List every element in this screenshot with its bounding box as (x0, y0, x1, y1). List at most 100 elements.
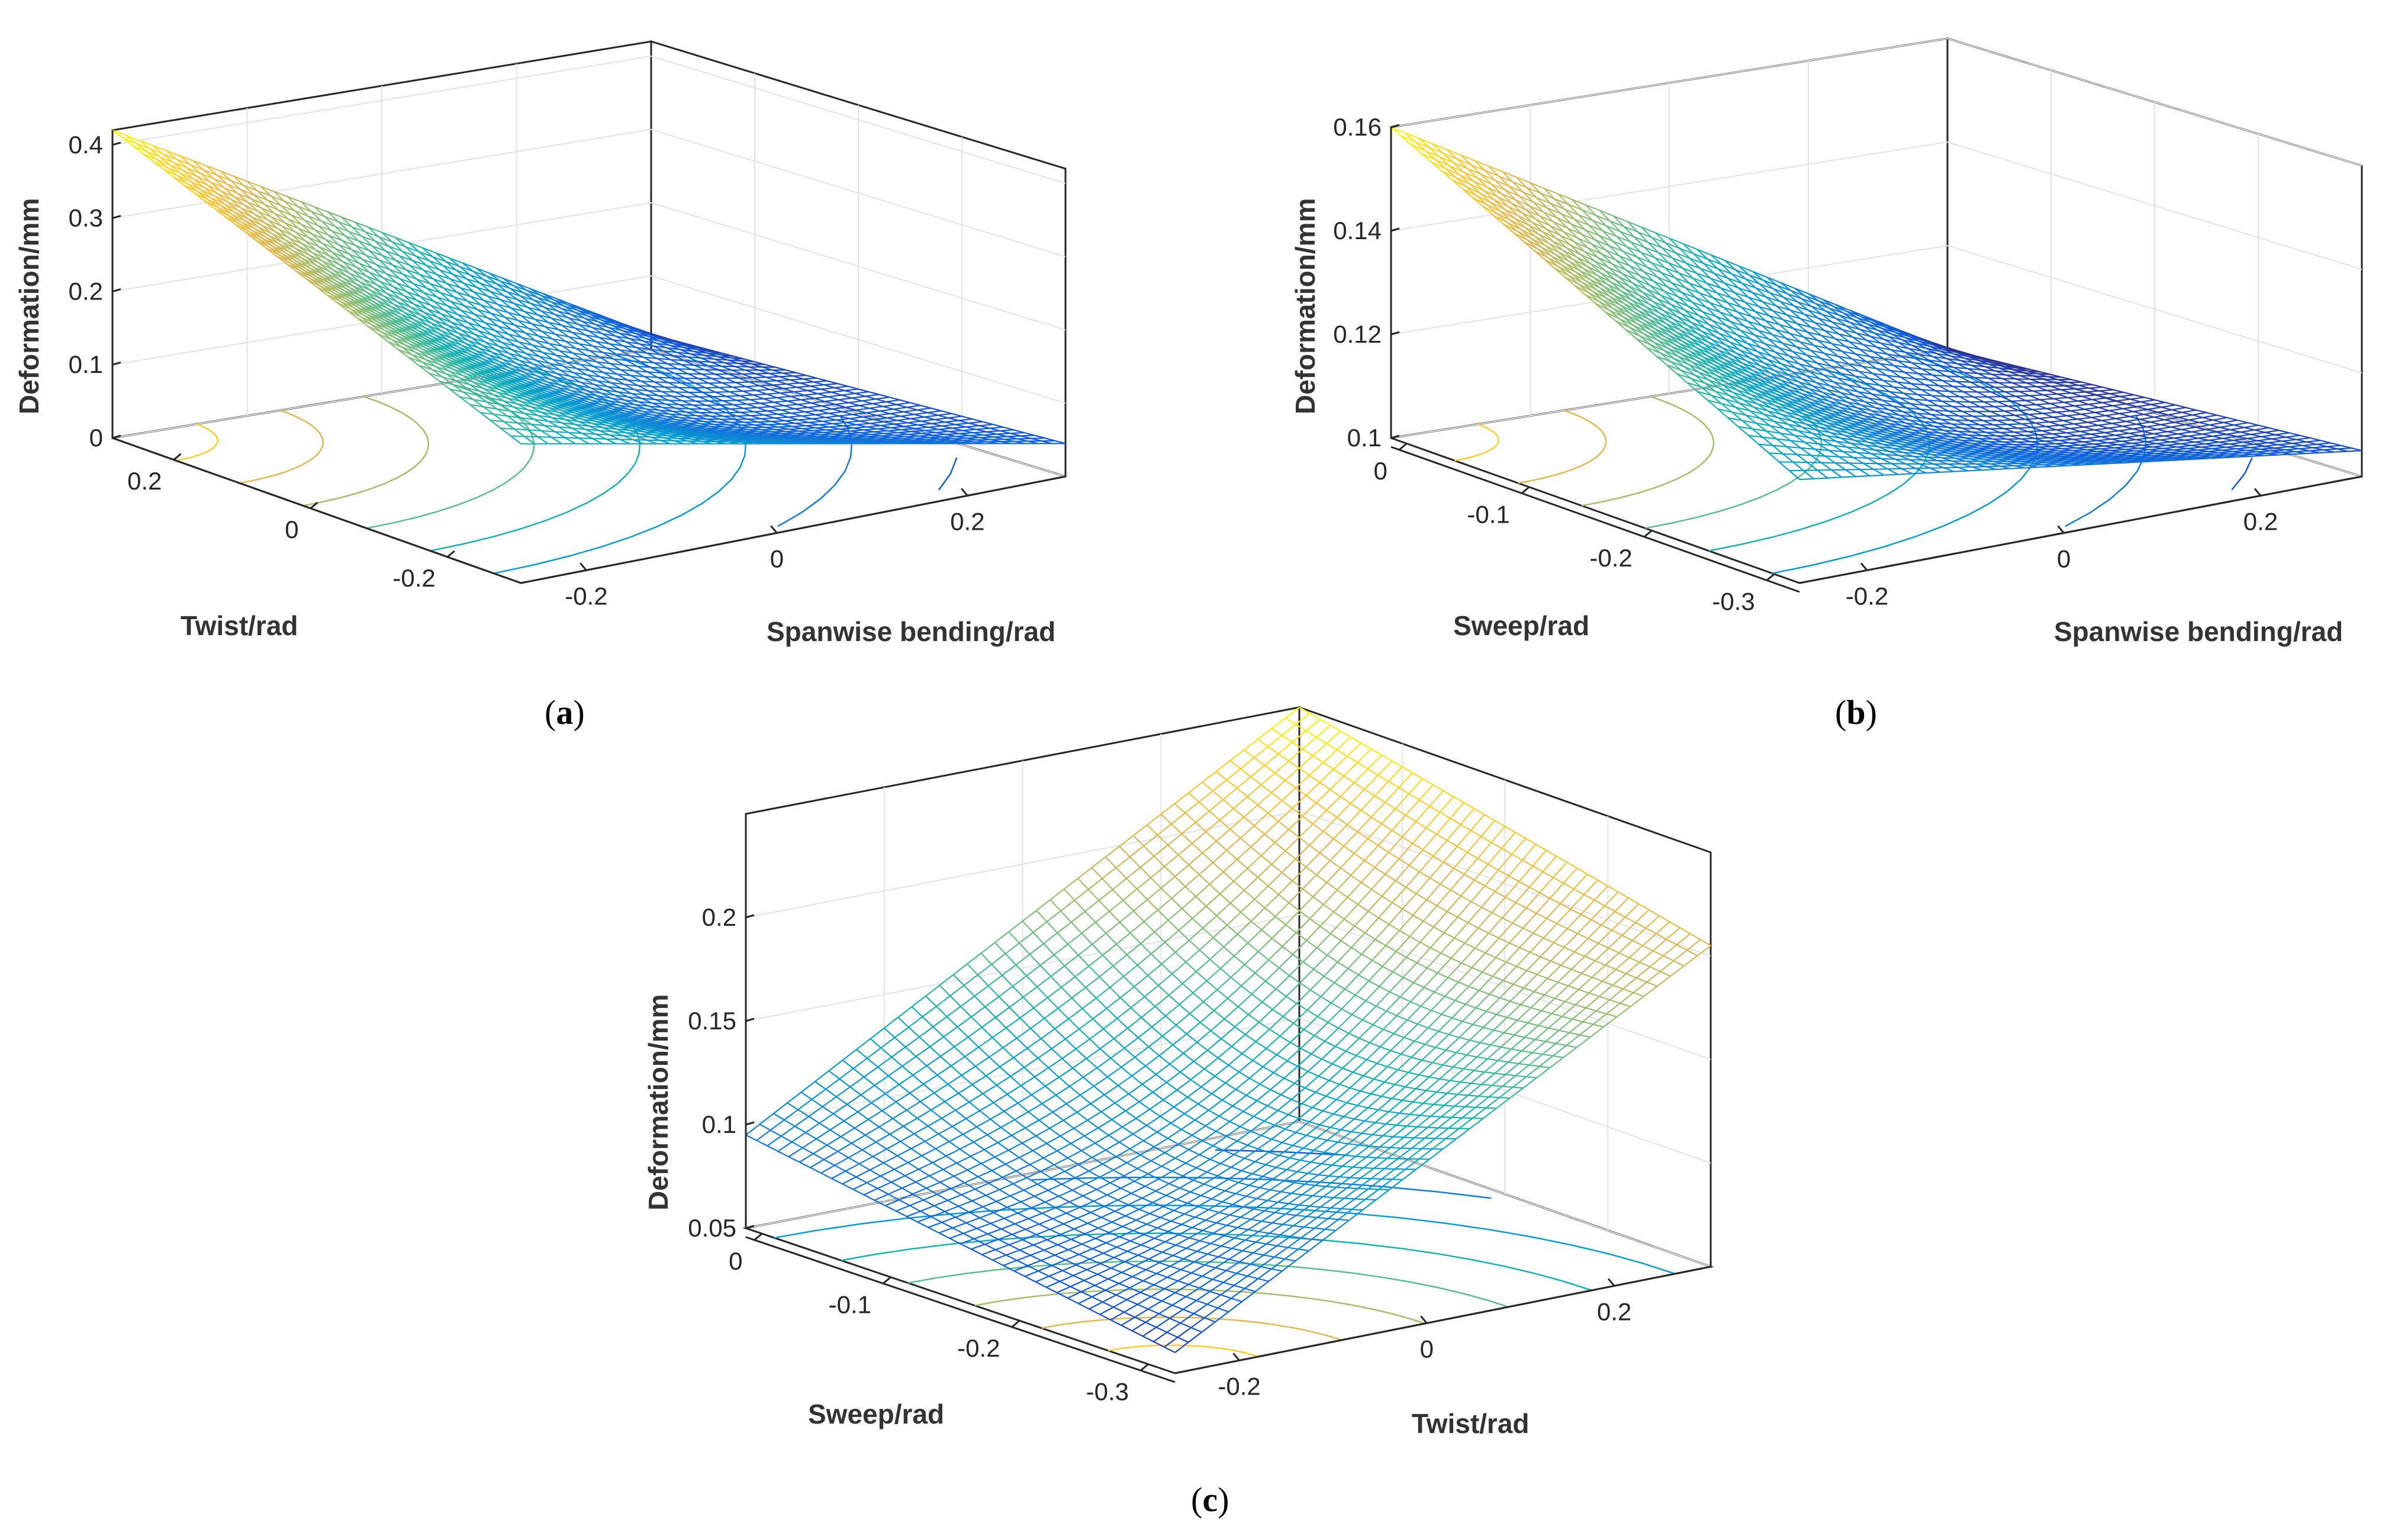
panel-a-xtick-label-0: 0.2 (127, 467, 162, 495)
panel-a-ylabel: Spanwise bending/rad (767, 616, 1055, 648)
panel-b-xtick-1 (1521, 487, 1530, 494)
panel-a-xtick-1 (310, 501, 318, 509)
panel-b-zgrid-1 (1390, 244, 2362, 373)
panel-a-zgrid-4 (112, 55, 1066, 184)
panel-a-zgrid-1 (112, 275, 1066, 404)
panel-b-ztick-label-0: 0.1 (1347, 424, 1382, 452)
panel-b-ztick-2 (1390, 227, 1400, 232)
panel-a-chart: 0 0.1 0.2 0.3 0.4 0.2 0 -0.2 -0.2 0 0.2 (69, 40, 1067, 610)
panel-c-zgrid-3 (745, 810, 1711, 957)
panel-c-ytick-label-0: -0.2 (1218, 1372, 1260, 1400)
panel-b-zlabel: Deformation/mm (1289, 198, 1321, 414)
panel-c-ztick-label-3: 0.2 (702, 903, 736, 931)
panel-a-ztick-2 (112, 288, 121, 292)
panel-c-contour-8 (1215, 1149, 1349, 1156)
panel-a-xlabel: Twist/rad (181, 610, 298, 642)
panel-c-ztick-0 (745, 1225, 755, 1229)
panel-a-xtick-2 (446, 550, 455, 558)
panel-label-c: (c) (1191, 1480, 1229, 1519)
panel-a-ztick-label-1: 0.1 (69, 350, 103, 378)
panel-b-xtick-label-1: -0.1 (1467, 500, 1509, 528)
panel-a-ztick-1 (112, 361, 121, 366)
panel-c-ylabel: Twist/rad (1412, 1408, 1530, 1440)
panel-c-xtick-2 (1011, 1320, 1020, 1328)
panel-a-ytick-label-1: 0 (770, 545, 784, 572)
panel-c-xaxis-line (745, 1236, 1176, 1383)
panel-a-ztick-label-4: 0.4 (69, 131, 103, 159)
panel-a-ztick-label-2: 0.2 (69, 277, 103, 305)
panel-b-chart: 0.1 0.12 0.14 0.16 0 -0.1 -0.2 -0.3 -0.2 0 0.2 (1333, 37, 2363, 615)
panel-b-xtick-label-3: -0.3 (1712, 587, 1755, 615)
panel-b-contour-3 (1581, 395, 1715, 507)
panel-c-ytick-2 (1607, 1278, 1615, 1287)
panel-b-yaxis-line (1799, 475, 2362, 584)
panel-a-contour-6 (493, 354, 747, 574)
panel-c-xtick-1 (883, 1277, 891, 1284)
panel-a-ytick-1 (770, 525, 778, 534)
panel-a-contour-8 (938, 457, 958, 491)
panel-b-xaxis-line (1390, 446, 1800, 593)
panel-label-a: (a) (545, 693, 585, 732)
panel-c-surface-mesh (745, 707, 1711, 1353)
panel-b-surface-mesh (1390, 126, 2362, 481)
panel-b-ztick-0 (1390, 434, 1400, 439)
panel-c-xtick-3 (1140, 1364, 1148, 1371)
panel-a-contour-3 (302, 395, 430, 507)
panel-b-xtick-2 (1643, 530, 1652, 538)
panel-b-ylabel: Spanwise bending/rad (2054, 616, 2343, 648)
panel-b-ztick-label-2: 0.14 (1333, 217, 1382, 244)
panel-b-xtick-label-2: -0.2 (1589, 544, 1632, 572)
panel-c-ztick-label-1: 0.1 (702, 1110, 736, 1138)
panel-a-xtick-label-2: -0.2 (392, 564, 435, 592)
panel-a-xtick-label-1: 0 (285, 516, 298, 543)
panel-c-contour-2 (1041, 1316, 1342, 1341)
panel-c-ytick-label-2: 0.2 (1597, 1297, 1631, 1325)
panel-a-zlabel: Deformation/mm (13, 198, 45, 414)
panel-a-ztick-4 (112, 141, 121, 146)
panel-a-ytick-0 (580, 562, 587, 571)
panel-c-contour-7 (1032, 1176, 1492, 1199)
panel-a-contour-5 (430, 368, 641, 552)
panel-a-zgrid-3 (112, 128, 1066, 257)
panel-c-ztick-2 (745, 1017, 755, 1022)
panel-a-xtick-0 (173, 453, 182, 461)
panel-a-ytick-label-0: -0.2 (565, 582, 607, 610)
panel-b-xtick-0 (1398, 443, 1407, 451)
panel-c-xtick-label-2: -0.2 (957, 1334, 1000, 1362)
panel-c-ytick-0 (1232, 1353, 1240, 1361)
panel-c-xtick-label-3: -0.3 (1086, 1377, 1129, 1405)
panel-c-ztick-1 (745, 1121, 755, 1126)
panel-c-ztick-label-0: 0.05 (688, 1214, 736, 1242)
panel-b-ytick-2 (2254, 488, 2262, 497)
panel-a-ytick-label-2: 0.2 (950, 507, 984, 535)
panel-a-ztick-label-0: 0 (89, 424, 103, 452)
panel-c-contour-4 (907, 1260, 1509, 1308)
panel-b-ytick-label-1: 0 (2057, 545, 2071, 572)
panel-c-contour-6 (774, 1205, 1676, 1275)
panel-c-zgrid-2 (745, 913, 1711, 1060)
panel-b-zgrid-3 (1390, 37, 2362, 166)
panel-c-xtick-label-0: 0 (729, 1247, 742, 1275)
panel-b-contour-1 (1454, 423, 1499, 462)
panel-a-surface-mesh (112, 129, 1066, 445)
panel-a-xaxis-line (112, 437, 521, 584)
panel-c-ytick-label-1: 0 (1420, 1335, 1434, 1363)
panel-label-b: (b) (1835, 693, 1877, 732)
panel-b-ztick-label-3: 0.16 (1333, 113, 1382, 141)
panel-c-xlabel: Sweep/rad (808, 1398, 944, 1430)
panel-c-ytick-1 (1420, 1315, 1428, 1324)
panel-b-ytick-1 (2057, 525, 2065, 534)
panel-a-ytick-2 (961, 488, 968, 497)
panel-b-ytick-label-0: -0.2 (1846, 582, 1888, 610)
panel-b-xtick-label-0: 0 (1373, 457, 1387, 485)
panel-b-contour-7 (2065, 414, 2147, 527)
panel-c-yaxis-line (1174, 1265, 1711, 1374)
panel-a-yaxis-line (520, 475, 1066, 584)
panel-c-ztick-3 (745, 914, 755, 919)
panel-b-contour-8 (2231, 457, 2253, 491)
panel-b-ztick-1 (1390, 331, 1400, 336)
panel-c-xtick-label-1: -0.1 (829, 1290, 871, 1318)
panel-b-ztick-label-1: 0.12 (1333, 320, 1382, 348)
panel-a-contour-2 (239, 410, 324, 484)
